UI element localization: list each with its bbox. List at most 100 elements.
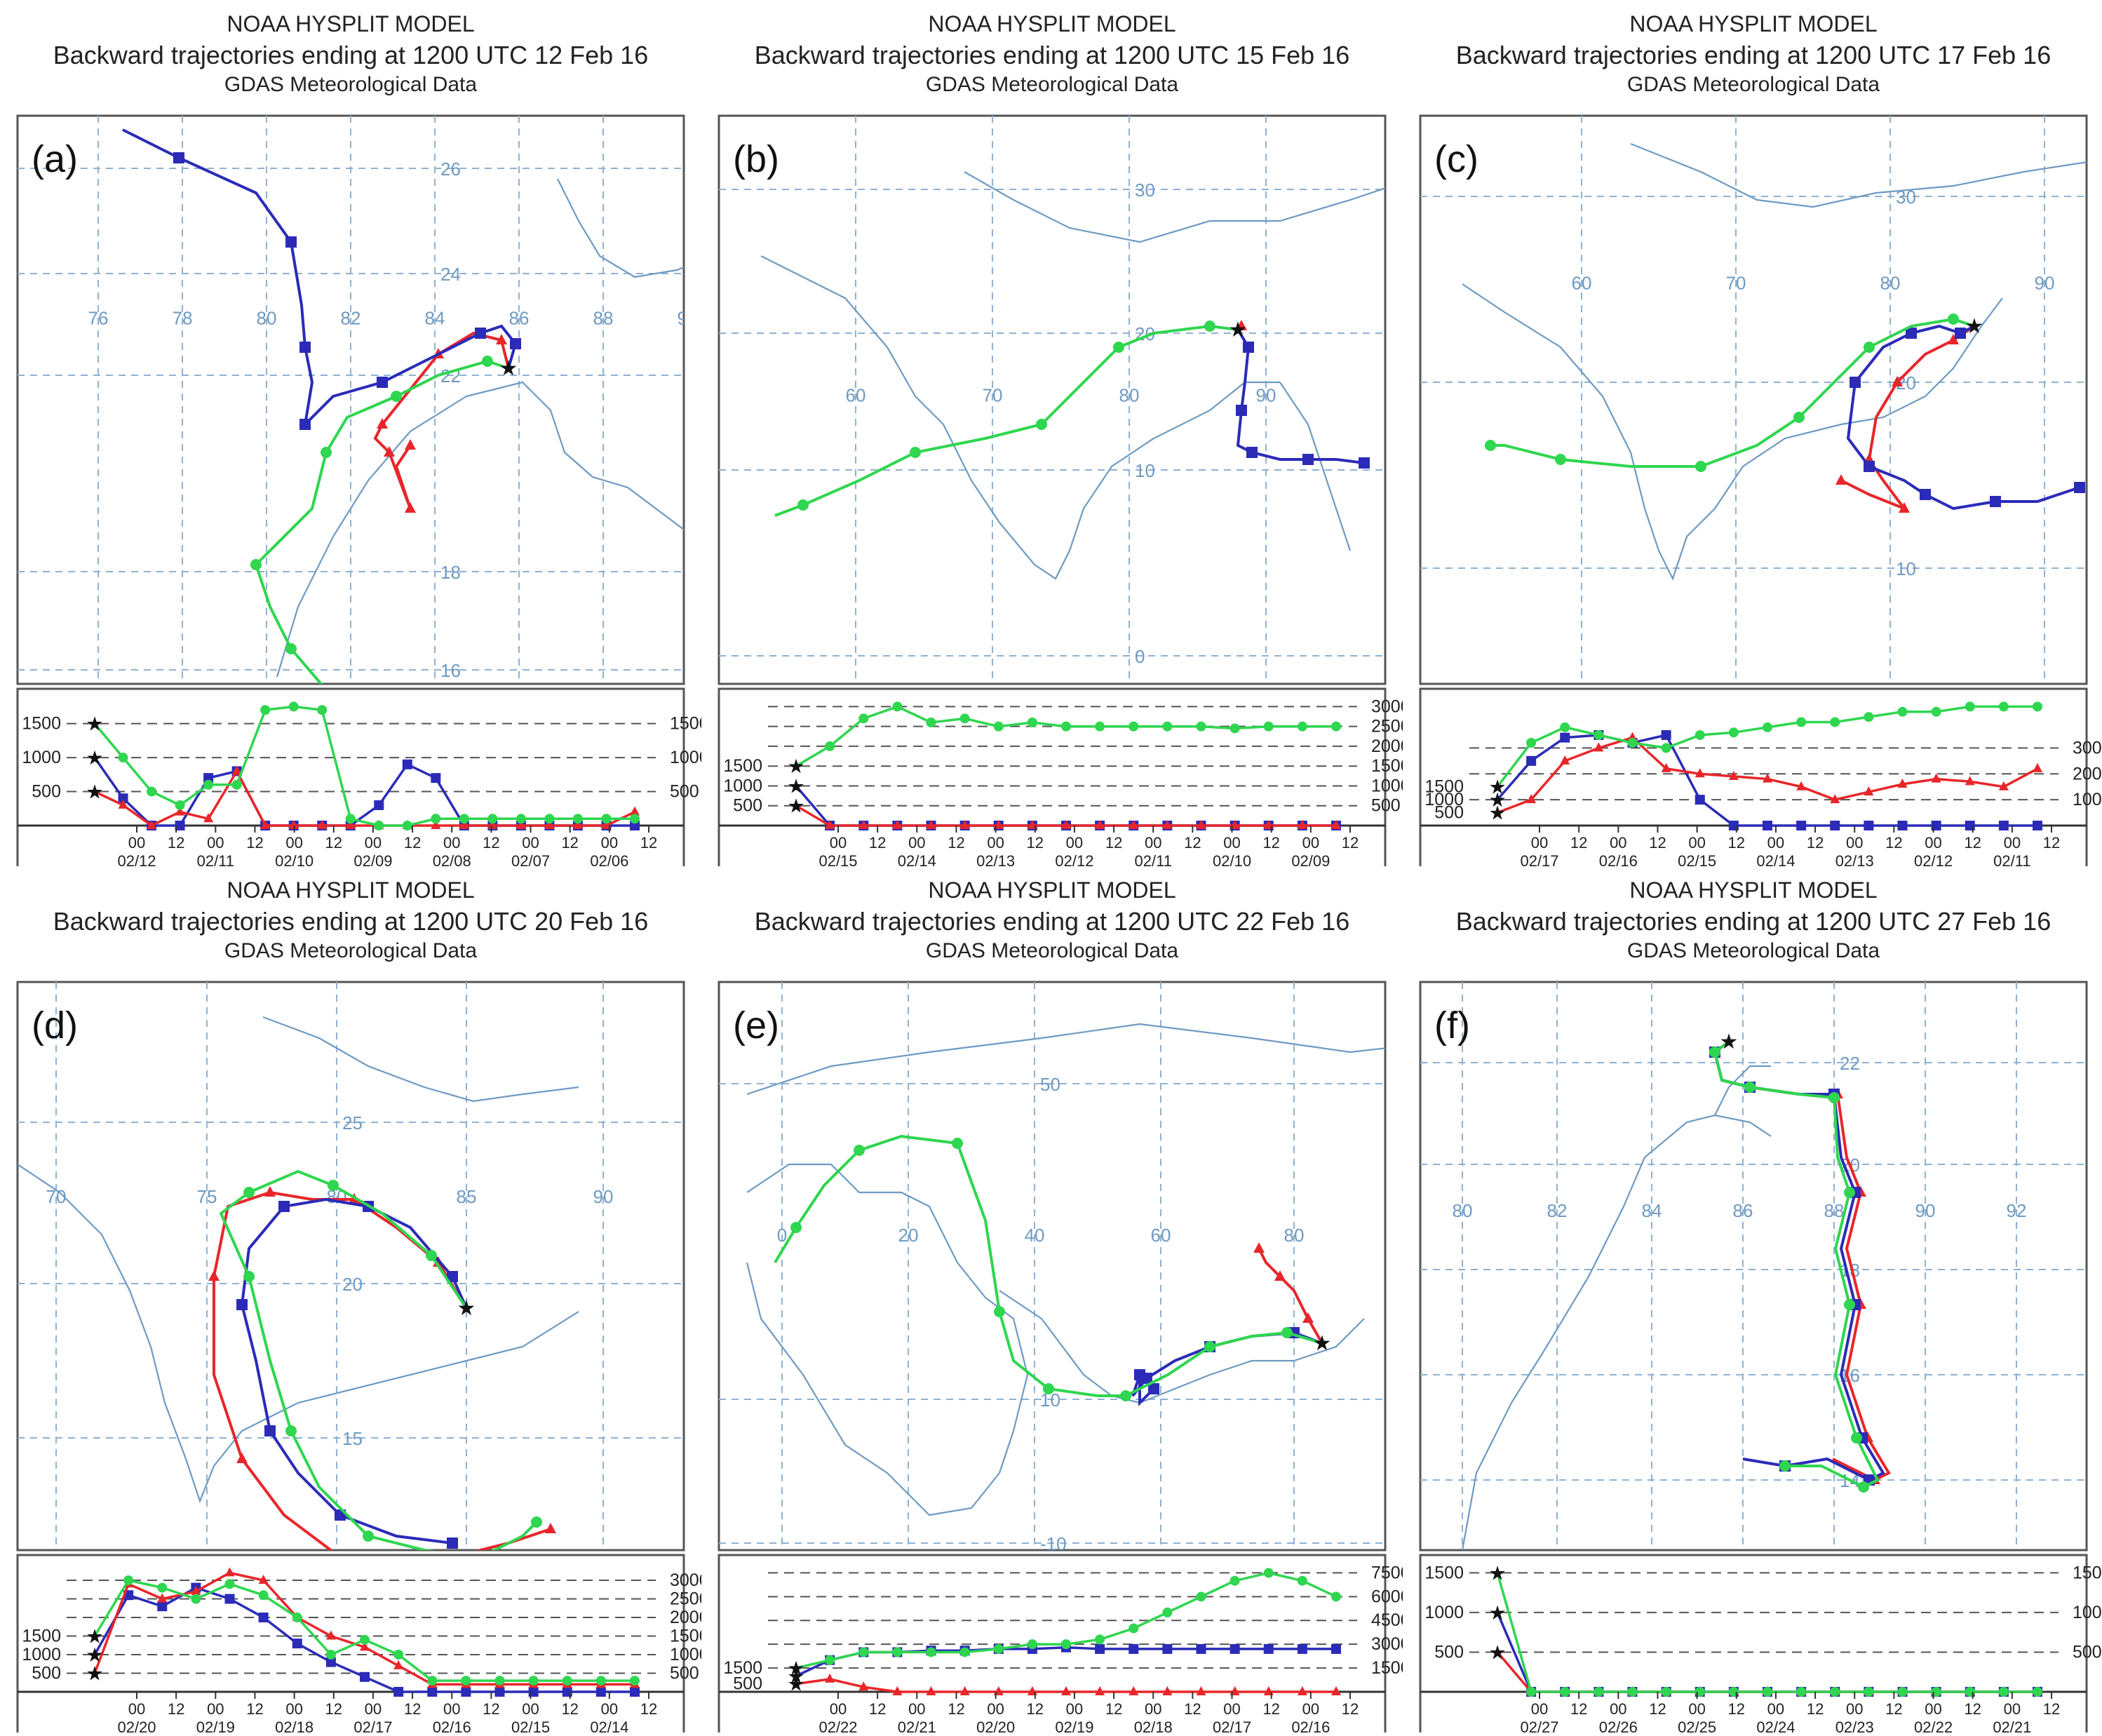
trajectory-plot: 607080903020100★(b)300025002000150010005… [717, 114, 1403, 866]
profile-green-marker [2033, 701, 2042, 712]
profile-red-marker [572, 820, 583, 829]
date-label: 02/20 [117, 1718, 156, 1732]
blue-square-marker [447, 1537, 458, 1549]
profile-green-marker [1728, 1687, 1739, 1697]
date-label: 02/23 [1835, 1718, 1874, 1732]
green-circle-marker [243, 1187, 255, 1198]
profile-green-marker [1897, 1687, 1908, 1697]
time-tick-label: 12 [1964, 1700, 1981, 1718]
time-tick-label: 00 [285, 834, 302, 852]
start-star-icon: ★ [1488, 776, 1506, 798]
panel-title: NOAA HYSPLIT MODEL [1629, 877, 1878, 903]
date-label: 02/14 [1756, 852, 1795, 866]
profile-red-marker [892, 820, 903, 829]
latitude-label: 10 [1896, 558, 1916, 579]
profile-green-marker [1095, 721, 1105, 732]
profile-green-marker [1965, 701, 1975, 712]
longitude-label: 85 [457, 1186, 477, 1207]
profile-blue-marker [630, 821, 640, 830]
time-tick-label: 00 [1688, 1700, 1705, 1718]
time-tick-label: 00 [365, 834, 382, 852]
time-tick-label: 12 [640, 834, 657, 852]
coastline [1714, 1065, 1771, 1116]
profile-green-marker [147, 786, 157, 797]
profile-green-marker [959, 713, 970, 724]
profile-red-marker [1864, 786, 1874, 796]
green-circle-marker [1744, 1082, 1756, 1093]
time-tick-label: 12 [1342, 1700, 1359, 1718]
height-profile: 30002000100015001000500★★★00120012001200… [1419, 687, 2102, 866]
profile-green-marker [1263, 721, 1274, 732]
profile-green-marker [1763, 722, 1772, 732]
height-left-label: 1500 [723, 756, 762, 776]
time-tick-label: 12 [1105, 834, 1122, 852]
date-label: 02/21 [1993, 1718, 2031, 1732]
date-label: 02/17 [1520, 852, 1558, 866]
time-tick-label: 12 [1262, 834, 1279, 852]
profile-red-marker [630, 806, 640, 816]
profile-green-marker [325, 1649, 336, 1660]
time-tick-label: 12 [869, 834, 886, 852]
time-tick-label: 00 [207, 1700, 224, 1718]
time-tick-label: 00 [908, 834, 925, 852]
profile-red-marker [258, 1574, 269, 1584]
green-circle-marker [391, 391, 402, 402]
profile-green-marker [1297, 1575, 1307, 1586]
profile-green-marker [601, 814, 612, 824]
profile-blue-marker [461, 1687, 471, 1697]
profile-green-marker [516, 814, 526, 824]
green-circle-marker [1281, 1327, 1293, 1338]
profile-red-marker [959, 1686, 970, 1695]
blue-square-marker [278, 1201, 290, 1212]
start-star-icon: ★ [787, 1674, 804, 1695]
height-right-label: 1500 [1371, 1658, 1403, 1678]
green-circle-marker [1204, 321, 1215, 332]
time-tick-label: 00 [1223, 834, 1240, 852]
profile-red-marker [1796, 781, 1807, 790]
longitude-label: 60 [846, 385, 866, 406]
source-star-icon: ★ [1965, 315, 1984, 338]
time-tick-label: 00 [1610, 1700, 1626, 1718]
date-label: 02/13 [1835, 852, 1874, 866]
trajectory-green-line [254, 359, 509, 684]
height-right-label: 3000 [670, 1570, 701, 1590]
date-label: 02/24 [1756, 1718, 1795, 1732]
longitude-label: 0 [777, 1225, 787, 1246]
profile-green-marker [1998, 1687, 2009, 1697]
profile-green-marker [1162, 1607, 1173, 1617]
profile-green-marker [1061, 721, 1071, 732]
time-tick-label: 12 [404, 834, 421, 852]
start-star-icon: ★ [1488, 1562, 1506, 1584]
profile-red-marker [1965, 776, 1975, 786]
profile-red-marker [1560, 755, 1570, 765]
green-circle-marker [1844, 1187, 1855, 1198]
height-left-label: 1500 [22, 714, 61, 734]
profile-green-marker [1864, 712, 1874, 722]
profile-red-marker [147, 820, 157, 829]
profile-blue-marker [1162, 1643, 1173, 1654]
time-tick-label: 00 [1925, 834, 1941, 852]
trajectory-red-line [1840, 325, 1976, 512]
longitude-label: 76 [88, 308, 109, 329]
green-circle-marker [285, 643, 297, 654]
profile-green-marker [1594, 729, 1604, 740]
height-left-label: 1000 [22, 1645, 61, 1664]
profile-red-marker [360, 1641, 370, 1651]
green-circle-marker [1113, 342, 1124, 353]
profile-green-marker [1229, 723, 1240, 734]
trajectory-panel: NOAA HYSPLIT MODEL Backward trajectories … [701, 866, 1403, 1736]
profile-green-marker [1129, 1623, 1139, 1634]
panel-title: NOAA HYSPLIT MODEL [227, 877, 475, 903]
height-left-label: 1500 [22, 1626, 61, 1646]
time-tick-label: 12 [483, 1700, 499, 1718]
coastline [18, 1164, 579, 1504]
height-right-label: 500 [670, 1663, 699, 1683]
green-circle-marker [1948, 314, 1959, 325]
profile-blue-marker [393, 1687, 404, 1697]
profile-red-marker [1162, 1686, 1173, 1695]
green-circle-marker [1779, 1460, 1791, 1472]
profile-green-marker [1594, 1687, 1604, 1697]
panel-label: (c) [1434, 138, 1478, 180]
blue-square-marker [475, 328, 486, 339]
profile-green-marker [892, 1647, 903, 1657]
